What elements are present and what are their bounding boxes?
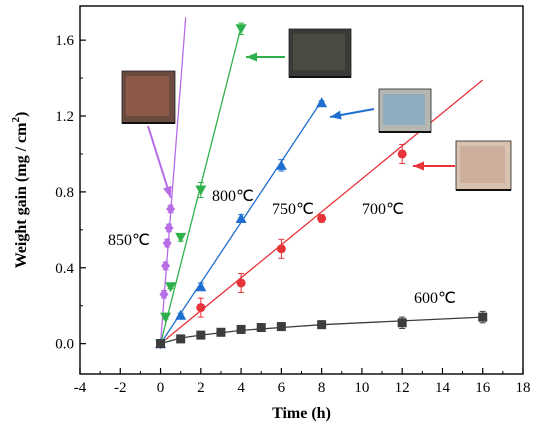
arrow-850	[147, 125, 172, 198]
data-point	[175, 309, 187, 320]
photo-700	[455, 140, 512, 191]
data-point	[316, 97, 328, 108]
photo-850	[121, 70, 176, 124]
y-tick-label: 0.0	[55, 337, 74, 353]
x-tick-label: 6	[278, 380, 286, 396]
y-axis-title-main: Weight gain (mg / cm	[13, 122, 30, 268]
series-label-600: 600℃	[414, 290, 456, 307]
photo-oxide-layer	[460, 146, 505, 183]
data-point	[196, 303, 206, 313]
arrow-800-head	[246, 52, 257, 62]
data-point	[162, 237, 172, 249]
series-labels: 850℃ 800℃ 750℃ 700℃ 600℃	[108, 188, 456, 307]
data-point	[164, 222, 174, 234]
photo-oxide-layer	[126, 76, 169, 116]
y-tick-label: 0.8	[55, 185, 74, 201]
series-label-750: 750℃	[272, 201, 314, 218]
y-axis-title: Weight gain (mg / cm2)	[10, 112, 30, 269]
data-point	[160, 312, 172, 323]
series-label-700: 700℃	[362, 201, 404, 218]
data-point	[216, 327, 226, 337]
series-label-800: 800℃	[212, 188, 254, 205]
x-tick-label: -2	[114, 380, 127, 396]
arrow-700-head	[413, 161, 424, 171]
data-point	[397, 318, 407, 328]
data-point	[161, 260, 171, 272]
data-point	[276, 322, 286, 332]
data-point	[275, 159, 287, 170]
x-axis-title: Time (h)	[272, 405, 331, 422]
data-point	[159, 288, 169, 300]
y-tick-label: 1.6	[55, 33, 74, 49]
x-tick-label: 14	[435, 380, 451, 396]
data-point	[176, 334, 186, 344]
photo-oxide-layer	[383, 94, 425, 125]
x-tick-label: 12	[395, 380, 410, 396]
y-tick-label: 0.4	[55, 261, 74, 277]
data-point	[165, 282, 177, 293]
data-point	[317, 213, 327, 223]
data-point	[156, 339, 166, 349]
data-point	[317, 320, 327, 330]
x-tick-label: 8	[318, 380, 326, 396]
data-point	[196, 330, 206, 340]
x-tick-label: 18	[516, 380, 531, 396]
photo-800	[288, 28, 352, 78]
y-tick-label: 1.2	[55, 109, 74, 125]
photo-750	[378, 88, 432, 133]
data-point	[236, 324, 246, 334]
x-tick-label: 16	[475, 380, 491, 396]
data-point	[276, 244, 286, 254]
data-point	[166, 203, 176, 215]
data-point	[175, 232, 187, 243]
y-axis-title-close: )	[13, 112, 30, 117]
x-tick-label: 10	[354, 380, 369, 396]
arrow-750-head	[330, 110, 342, 120]
x-tick-label: 0	[157, 380, 165, 396]
data-point	[478, 312, 488, 322]
data-point	[235, 24, 247, 35]
data-point	[236, 278, 246, 288]
x-tick-label: 2	[197, 380, 205, 396]
fit-line	[159, 17, 187, 344]
data-point	[195, 185, 207, 196]
sample-photos	[121, 28, 512, 191]
data-point	[397, 149, 407, 159]
data-point	[195, 281, 207, 292]
series-label-850: 850℃	[108, 232, 150, 249]
data-markers	[155, 22, 488, 350]
data-point	[235, 212, 247, 223]
x-tick-label: -4	[74, 380, 87, 396]
x-tick-label: 4	[237, 380, 245, 396]
y-axis-title-superscript: 2	[10, 117, 22, 123]
data-point	[256, 323, 266, 333]
photo-oxide-layer	[293, 34, 345, 70]
arrow-850-head	[163, 185, 172, 198]
axis-ticks: -4 -2 0 2 4 6 8 10 12 14 16 18 0.0 0.4 0.8 1.2 1.6	[55, 33, 530, 396]
